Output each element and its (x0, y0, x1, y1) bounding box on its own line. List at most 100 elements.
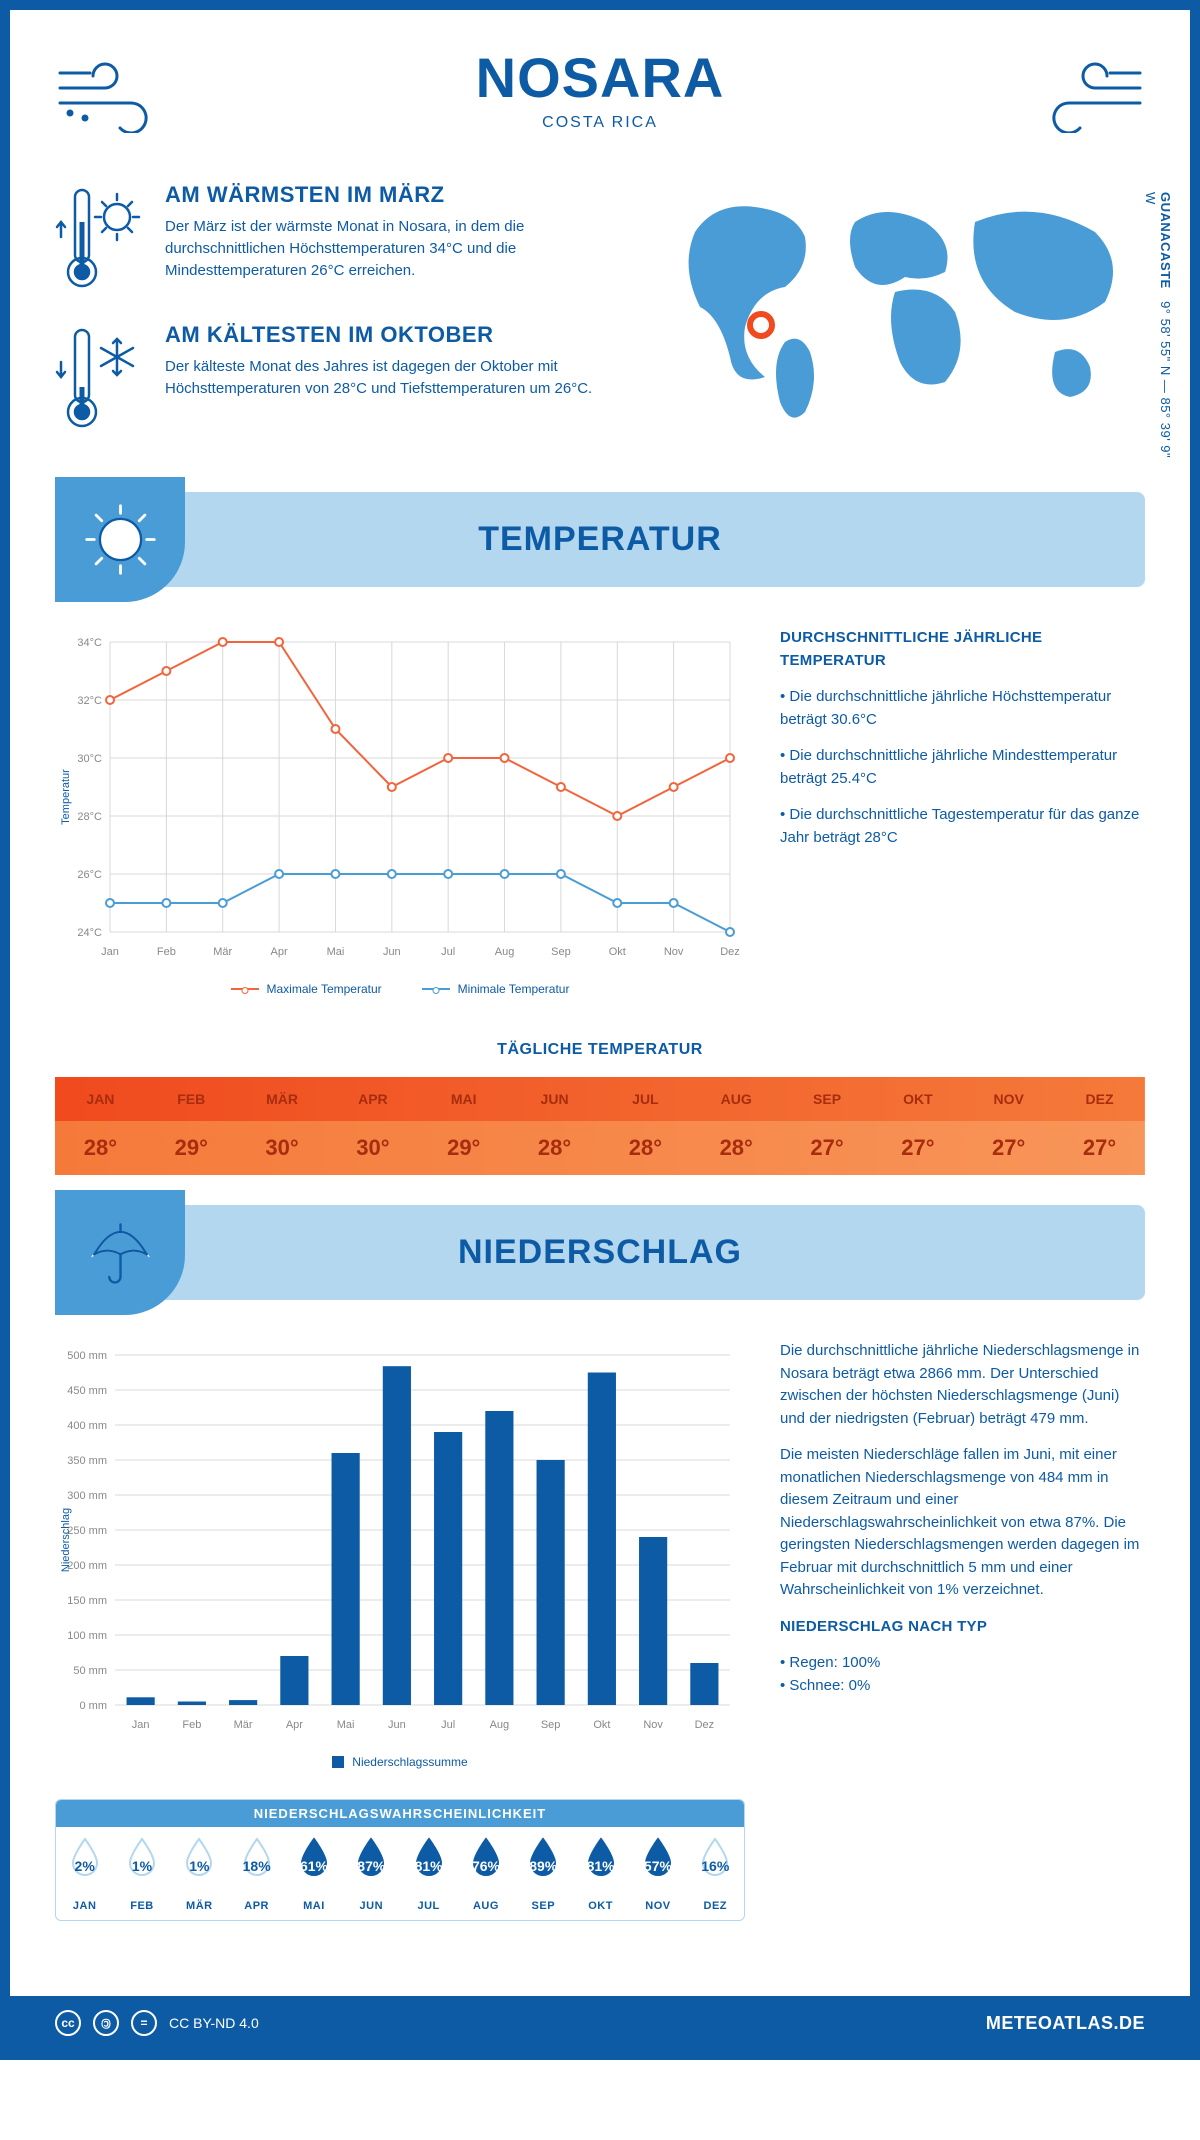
svg-text:500 mm: 500 mm (67, 1350, 107, 1362)
coordinates: GUANACASTE 9° 58' 55" N — 85° 39' 9" W (1143, 192, 1173, 462)
header: NOSARA COSTA RICA (55, 35, 1145, 162)
thermometer-snowflake-icon (55, 322, 145, 432)
svg-text:Jul: Jul (441, 946, 455, 958)
prob-cell: 1%MÄR (171, 1827, 228, 1920)
fact-warmest: AM WÄRMSTEN IM MÄRZ Der März ist der wär… (55, 182, 635, 292)
section-banner-precipitation: NIEDERSCHLAG (55, 1205, 1145, 1300)
svg-text:Feb: Feb (157, 946, 176, 958)
world-map-icon (665, 182, 1145, 432)
footer: cc 🄯 = CC BY-ND 4.0 METEOATLAS.DE (10, 1996, 1190, 2050)
site-name: METEOATLAS.DE (986, 2013, 1145, 2034)
table-header: SEP (782, 1077, 873, 1121)
svg-text:30°C: 30°C (77, 753, 102, 765)
svg-text:Temperatur: Temperatur (60, 769, 72, 825)
table-cell: 27° (1054, 1121, 1145, 1175)
temperature-summary: DURCHSCHNITTLICHE JÄHRLICHE TEMPERATUR •… (780, 627, 1145, 996)
fact-cold-title: AM KÄLTESTEN IM OKTOBER (165, 322, 635, 348)
svg-text:Dez: Dez (720, 946, 740, 958)
summary-bullet: • Die durchschnittliche jährliche Mindes… (780, 745, 1145, 790)
page-title: NOSARA (55, 45, 1145, 110)
svg-text:Jun: Jun (388, 1719, 406, 1731)
precip-para: Die durchschnittliche jährliche Niedersc… (780, 1340, 1145, 1430)
section-title: NIEDERSCHLAG (458, 1233, 742, 1272)
svg-text:100 mm: 100 mm (67, 1630, 107, 1642)
table-cell: 28° (55, 1121, 146, 1175)
svg-text:Jan: Jan (132, 1719, 150, 1731)
umbrella-icon (83, 1215, 158, 1290)
svg-text:Mär: Mär (234, 1719, 253, 1731)
sun-icon (83, 502, 158, 577)
chart-legend: Niederschlagssumme (55, 1755, 745, 1769)
svg-text:Dez: Dez (695, 1719, 715, 1731)
table-header: MÄR (237, 1077, 328, 1121)
table-cell: 29° (418, 1121, 509, 1175)
summary-bullet: • Die durchschnittliche Tagestemperatur … (780, 804, 1145, 849)
table-cell: 27° (963, 1121, 1054, 1175)
cc-icon: cc (55, 2010, 81, 2036)
table-header: AUG (691, 1077, 782, 1121)
table-cell: 28° (600, 1121, 691, 1175)
table-header: JUL (600, 1077, 691, 1121)
svg-text:Apr: Apr (286, 1719, 303, 1731)
svg-text:Mär: Mär (213, 946, 232, 958)
svg-text:Jul: Jul (441, 1719, 455, 1731)
table-header: DEZ (1054, 1077, 1145, 1121)
table-cell: 28° (691, 1121, 782, 1175)
table-header: JUN (509, 1077, 600, 1121)
svg-text:Nov: Nov (643, 1719, 663, 1731)
svg-text:Sep: Sep (541, 1719, 561, 1731)
temperature-line-chart: 24°C26°C28°C30°C32°C34°CJanFebMärAprMaiJ… (55, 627, 745, 967)
by-icon: 🄯 (93, 2010, 119, 2036)
table-cell: 27° (782, 1121, 873, 1175)
table-cell: 30° (327, 1121, 418, 1175)
svg-text:26°C: 26°C (77, 869, 102, 881)
svg-text:50 mm: 50 mm (73, 1665, 107, 1677)
legend-min: Minimale Temperatur (458, 982, 570, 996)
table-cell: 30° (237, 1121, 328, 1175)
precipitation-bar-chart: 0 mm50 mm100 mm150 mm200 mm250 mm300 mm3… (55, 1340, 745, 1740)
svg-text:300 mm: 300 mm (67, 1490, 107, 1502)
table-header: NOV (963, 1077, 1054, 1121)
svg-text:Jun: Jun (383, 946, 401, 958)
prob-cell: 61%MAI (285, 1827, 342, 1920)
svg-text:Niederschlag: Niederschlag (60, 1508, 72, 1572)
info-row: AM WÄRMSTEN IM MÄRZ Der März ist der wär… (55, 182, 1145, 462)
table-cell: 28° (509, 1121, 600, 1175)
svg-text:250 mm: 250 mm (67, 1525, 107, 1537)
svg-text:Sep: Sep (551, 946, 571, 958)
precip-type-rain: • Regen: 100% (780, 1652, 1145, 1675)
prob-cell: 16%DEZ (687, 1827, 744, 1920)
wind-icon (55, 53, 175, 133)
wind-icon (1025, 53, 1145, 133)
svg-text:Okt: Okt (593, 1719, 610, 1731)
legend-precip: Niederschlagssumme (352, 1755, 467, 1769)
svg-text:Apr: Apr (271, 946, 288, 958)
page-subtitle: COSTA RICA (55, 114, 1145, 132)
table-title: TÄGLICHE TEMPERATUR (55, 1041, 1145, 1059)
svg-text:34°C: 34°C (77, 637, 102, 649)
prob-cell: 87%JUN (343, 1827, 400, 1920)
precip-type-snow: • Schnee: 0% (780, 1675, 1145, 1698)
chart-legend: Maximale Temperatur Minimale Temperatur (55, 982, 745, 996)
table-cell: 27° (872, 1121, 963, 1175)
svg-text:32°C: 32°C (77, 695, 102, 707)
nd-icon: = (131, 2010, 157, 2036)
summary-heading: DURCHSCHNITTLICHE JÄHRLICHE TEMPERATUR (780, 627, 1145, 672)
prob-cell: 18%APR (228, 1827, 285, 1920)
prob-cell: 2%JAN (56, 1827, 113, 1920)
fact-cold-text: Der kälteste Monat des Jahres ist dagege… (165, 356, 635, 400)
svg-text:150 mm: 150 mm (67, 1595, 107, 1607)
precipitation-section: 0 mm50 mm100 mm150 mm200 mm250 mm300 mm3… (55, 1340, 1145, 1921)
prob-cell: 89%SEP (515, 1827, 572, 1920)
svg-text:Okt: Okt (609, 946, 626, 958)
svg-text:Jan: Jan (101, 946, 119, 958)
prob-cell: 1%FEB (113, 1827, 170, 1920)
fact-warm-title: AM WÄRMSTEN IM MÄRZ (165, 182, 635, 208)
svg-text:Feb: Feb (182, 1719, 201, 1731)
temperature-section: 24°C26°C28°C30°C32°C34°CJanFebMärAprMaiJ… (55, 627, 1145, 996)
svg-text:0 mm: 0 mm (80, 1700, 108, 1712)
svg-text:450 mm: 450 mm (67, 1385, 107, 1397)
svg-text:Mai: Mai (327, 946, 345, 958)
section-banner-temperature: TEMPERATUR (55, 492, 1145, 587)
svg-text:24°C: 24°C (77, 927, 102, 939)
